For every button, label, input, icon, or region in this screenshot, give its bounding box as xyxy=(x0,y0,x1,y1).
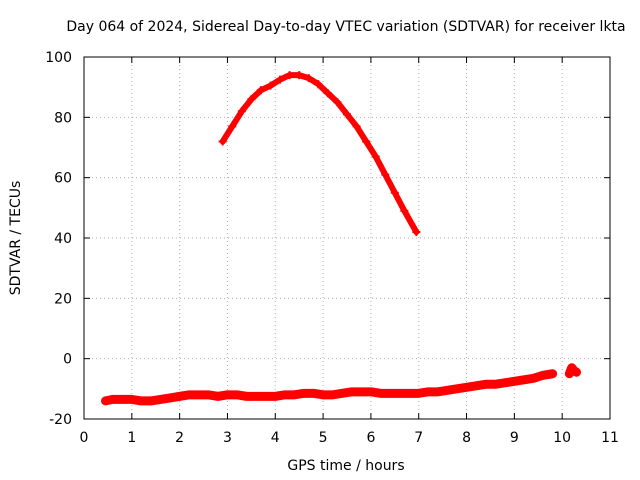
data-point xyxy=(443,386,452,395)
x-tick-label: 9 xyxy=(510,430,519,446)
data-point xyxy=(395,389,404,398)
data-point xyxy=(137,396,146,405)
y-tick-label: -20 xyxy=(49,412,72,428)
data-point xyxy=(271,392,280,401)
data-point xyxy=(314,80,323,89)
x-axis-label: GPS time / hours xyxy=(287,458,404,474)
data-point xyxy=(381,170,390,179)
data-point xyxy=(194,390,203,399)
data-point xyxy=(328,390,337,399)
x-tick-label: 2 xyxy=(175,430,184,446)
x-tick-label: 10 xyxy=(553,430,571,446)
data-point xyxy=(572,368,581,377)
data-point xyxy=(309,389,318,398)
x-tick-label: 1 xyxy=(127,430,136,446)
data-point xyxy=(204,390,213,399)
data-point xyxy=(261,392,270,401)
data-point xyxy=(247,95,256,104)
data-point xyxy=(252,392,261,401)
data-point xyxy=(266,81,275,90)
data-point xyxy=(290,390,299,399)
data-point xyxy=(156,395,165,404)
data-point xyxy=(218,137,227,146)
data-point xyxy=(352,122,361,131)
y-axis-label: SDTVAR / TECUs xyxy=(8,181,24,296)
data-point xyxy=(108,395,117,404)
data-point xyxy=(405,389,414,398)
data-point xyxy=(347,387,356,396)
data-point xyxy=(412,227,421,236)
data-point xyxy=(376,389,385,398)
data-point xyxy=(519,375,528,384)
data-point xyxy=(452,384,461,393)
y-tick-label: 0 xyxy=(63,352,72,368)
y-tick-label: 40 xyxy=(54,231,72,247)
x-tick-label: 5 xyxy=(319,430,328,446)
data-point xyxy=(185,390,194,399)
data-point xyxy=(491,380,500,389)
data-point xyxy=(472,381,481,390)
data-point xyxy=(323,89,332,98)
data-point xyxy=(228,122,237,131)
data-point xyxy=(400,206,409,215)
data-point xyxy=(539,371,548,380)
data-point xyxy=(338,389,347,398)
x-tick-label: 11 xyxy=(601,430,619,446)
data-point xyxy=(213,392,222,401)
data-point xyxy=(256,86,265,95)
data-point xyxy=(500,378,509,387)
data-point xyxy=(280,390,289,399)
data-point xyxy=(319,390,328,399)
data-point xyxy=(237,107,246,116)
data-point xyxy=(565,369,574,378)
data-point xyxy=(118,395,127,404)
data-point xyxy=(166,393,175,402)
chart-title: Day 064 of 2024, Sidereal Day-to-day VTE… xyxy=(66,19,625,35)
data-point xyxy=(371,152,380,161)
data-point xyxy=(481,380,490,389)
data-point xyxy=(295,71,304,80)
data-point xyxy=(276,75,285,84)
data-point xyxy=(433,387,442,396)
x-tick-label: 0 xyxy=(80,430,89,446)
data-point xyxy=(548,369,557,378)
data-point xyxy=(462,383,471,392)
data-point xyxy=(333,98,342,107)
data-point xyxy=(304,74,313,83)
data-point xyxy=(366,387,375,396)
data-point xyxy=(424,387,433,396)
axis-ticks: 0 1 2 3 4 5 6 7 8 9 10 11 -20 0 20 40 60 80 100 xyxy=(45,50,619,446)
data-point xyxy=(510,377,519,386)
y-tick-label: 20 xyxy=(54,291,72,307)
data-point xyxy=(529,374,538,383)
x-tick-label: 6 xyxy=(366,430,375,446)
data-point xyxy=(175,392,184,401)
data-series xyxy=(101,71,582,406)
data-point xyxy=(101,396,110,405)
y-tick-label: 60 xyxy=(54,171,72,187)
data-point xyxy=(127,395,136,404)
data-point xyxy=(242,392,251,401)
x-tick-label: 8 xyxy=(462,430,471,446)
x-tick-label: 4 xyxy=(271,430,280,446)
data-point xyxy=(299,389,308,398)
y-tick-label: 80 xyxy=(54,110,72,126)
data-point xyxy=(357,387,366,396)
data-point xyxy=(233,390,242,399)
data-point xyxy=(414,389,423,398)
grid xyxy=(84,57,610,419)
y-tick-label: 100 xyxy=(45,50,72,66)
data-point xyxy=(223,390,232,399)
x-tick-label: 3 xyxy=(223,430,232,446)
data-point xyxy=(285,71,294,80)
x-tick-label: 7 xyxy=(414,430,423,446)
data-point xyxy=(390,188,399,197)
data-point xyxy=(146,396,155,405)
data-point xyxy=(386,389,395,398)
data-point xyxy=(343,110,351,119)
data-point xyxy=(362,137,371,146)
